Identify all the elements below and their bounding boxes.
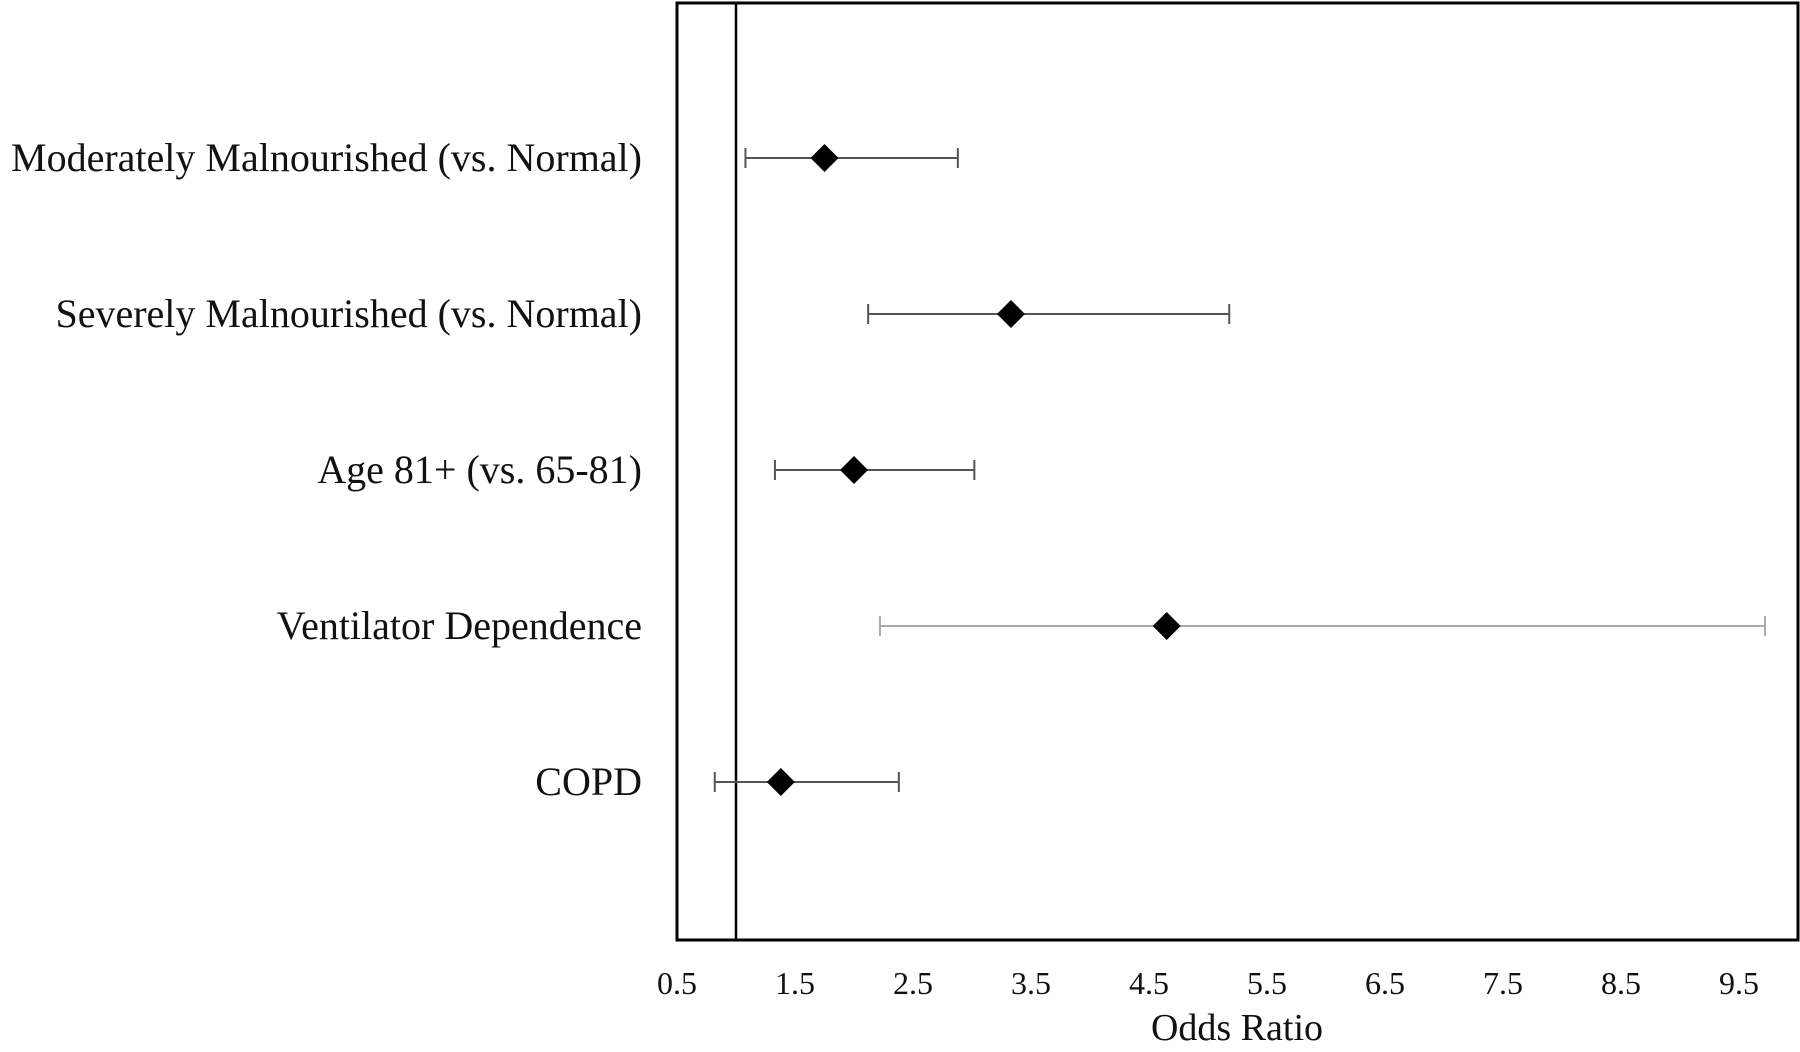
- error-bar: [773, 460, 976, 480]
- category-label: COPD: [535, 759, 642, 804]
- x-tick-label: 8.5: [1601, 965, 1641, 1001]
- error-bar: [867, 304, 1231, 324]
- error-bar: [744, 148, 959, 168]
- x-tick-label: 5.5: [1247, 965, 1287, 1001]
- x-tick-label: 6.5: [1365, 965, 1405, 1001]
- x-tick-label: 0.5: [657, 965, 697, 1001]
- x-tick-label: 4.5: [1129, 965, 1169, 1001]
- x-ticks-group: 0.5 1.5 2.5 3.5 4.5 5.5 6.5 7.5 8.5 9.5: [657, 965, 1759, 1001]
- odds-ratio-marker: [1152, 612, 1181, 640]
- plot-frame: [675, 1, 1800, 942]
- x-axis-title: Odds Ratio: [1151, 1007, 1323, 1049]
- category-labels-group: Moderately Malnourished (vs. Normal) Seve…: [11, 135, 642, 804]
- plot-area: [675, 1, 1800, 942]
- category-label: Ventilator Dependence: [277, 603, 642, 648]
- category-label: Moderately Malnourished (vs. Normal): [11, 135, 642, 180]
- x-tick-label: 3.5: [1011, 965, 1051, 1001]
- x-tick-label: 7.5: [1483, 965, 1523, 1001]
- category-label: Severely Malnourished (vs. Normal): [55, 291, 642, 336]
- error-bar: [713, 772, 900, 792]
- x-tick-label: 2.5: [893, 965, 933, 1001]
- odds-ratio-marker: [810, 144, 839, 172]
- error-bar: [878, 616, 1766, 636]
- x-tick-label: 9.5: [1719, 965, 1759, 1001]
- category-label: Age 81+ (vs. 65-81): [317, 447, 642, 492]
- markers-group: [766, 144, 1181, 796]
- odds-ratio-marker: [766, 768, 795, 796]
- odds-ratio-marker: [840, 456, 868, 484]
- error-bars-group: [713, 148, 1766, 792]
- x-tick-label: 1.5: [775, 965, 815, 1001]
- odds-ratio-marker: [996, 300, 1025, 328]
